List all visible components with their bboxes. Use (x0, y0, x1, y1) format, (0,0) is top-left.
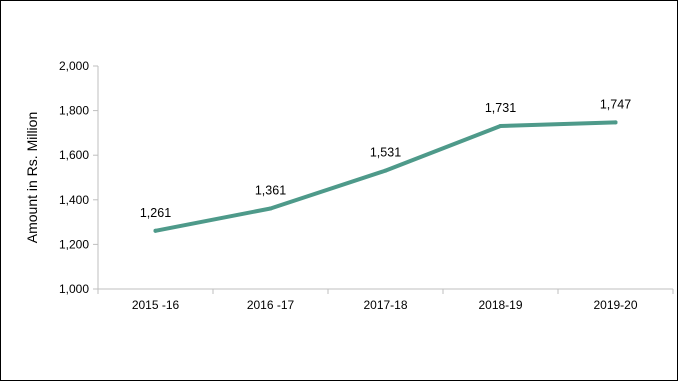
x-tick-label: 2015 -16 (132, 298, 180, 312)
series-line (153, 120, 618, 233)
x-tick-label: 2019-20 (593, 298, 637, 312)
y-tick-label: 1,200 (59, 237, 89, 251)
y-axis: 1,000 1,200 1,400 1,600 1,800 2,000 (59, 59, 99, 296)
y-tick-label: 2,000 (59, 59, 89, 73)
data-label: 1,361 (255, 183, 286, 197)
data-point (153, 228, 158, 233)
data-label: 1,731 (485, 101, 516, 115)
data-labels: 1,261 1,361 1,531 1,731 1,747 (140, 97, 631, 219)
data-point (268, 206, 273, 211)
x-axis: 2015 -16 2016 -17 2017-18 2018-19 2019-20 (97, 288, 674, 312)
x-tick-label: 2016 -17 (247, 298, 295, 312)
data-label: 1,261 (140, 206, 171, 220)
x-tick-label: 2017-18 (363, 298, 407, 312)
data-point (498, 123, 503, 128)
y-tick-label: 1,800 (59, 104, 89, 118)
data-point (613, 120, 618, 125)
data-label: 1,747 (600, 97, 631, 111)
data-point (383, 168, 388, 173)
y-tick-label: 1,400 (59, 193, 89, 207)
y-tick-label: 1,600 (59, 148, 89, 162)
series-group (153, 120, 618, 233)
data-label: 1,531 (370, 146, 401, 160)
y-axis-title: Amount in Rs. Million (24, 112, 40, 244)
y-tick-label: 1,000 (59, 282, 89, 296)
x-tick-label: 2018-19 (478, 298, 522, 312)
